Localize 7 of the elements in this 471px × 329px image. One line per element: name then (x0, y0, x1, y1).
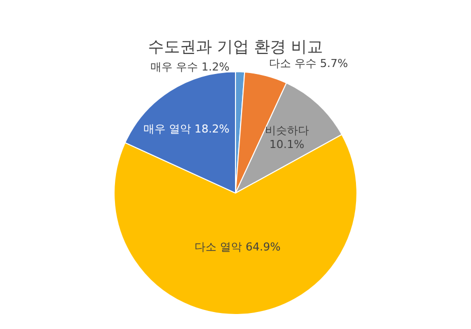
data-label: 10.1% (269, 138, 304, 151)
slice-label: 매우 열악 18.2% (144, 122, 230, 136)
slice-label: 매우 우수 1.2% (150, 60, 230, 74)
slice-label: 비슷하다 (264, 124, 309, 137)
slice-label: 다소 열악 64.9% (194, 240, 281, 254)
slice-label: 다소 우수 5.7% (269, 56, 348, 70)
chart-title: 수도권과 기업 환경 비교 (148, 36, 324, 56)
